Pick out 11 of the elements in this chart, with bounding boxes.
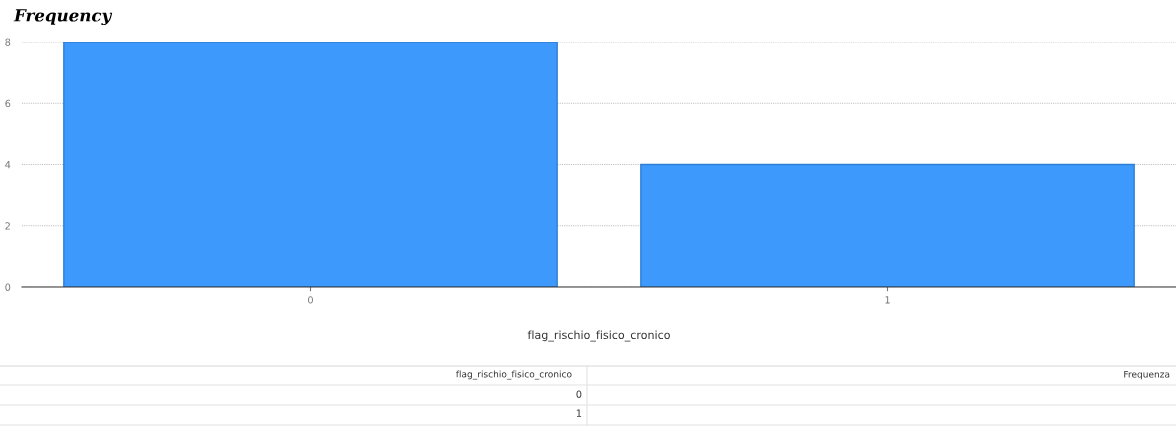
y-tick-label: 4: [5, 161, 11, 169]
text: 1: [576, 409, 582, 417]
y-tick-label: 0: [5, 283, 11, 291]
chart-title: Frequency: [13, 9, 113, 26]
y-tick-label: 2: [5, 222, 10, 230]
text: Frequenza: [1124, 370, 1170, 380]
y-tick-label: 8: [5, 38, 11, 46]
text: flag_rischio_fisico_cronico: [455, 370, 572, 380]
x-axis-title: flag_rischio_fisico_cronico: [527, 330, 670, 342]
text: 0: [576, 390, 582, 398]
y-tick-label: 6: [5, 99, 11, 108]
